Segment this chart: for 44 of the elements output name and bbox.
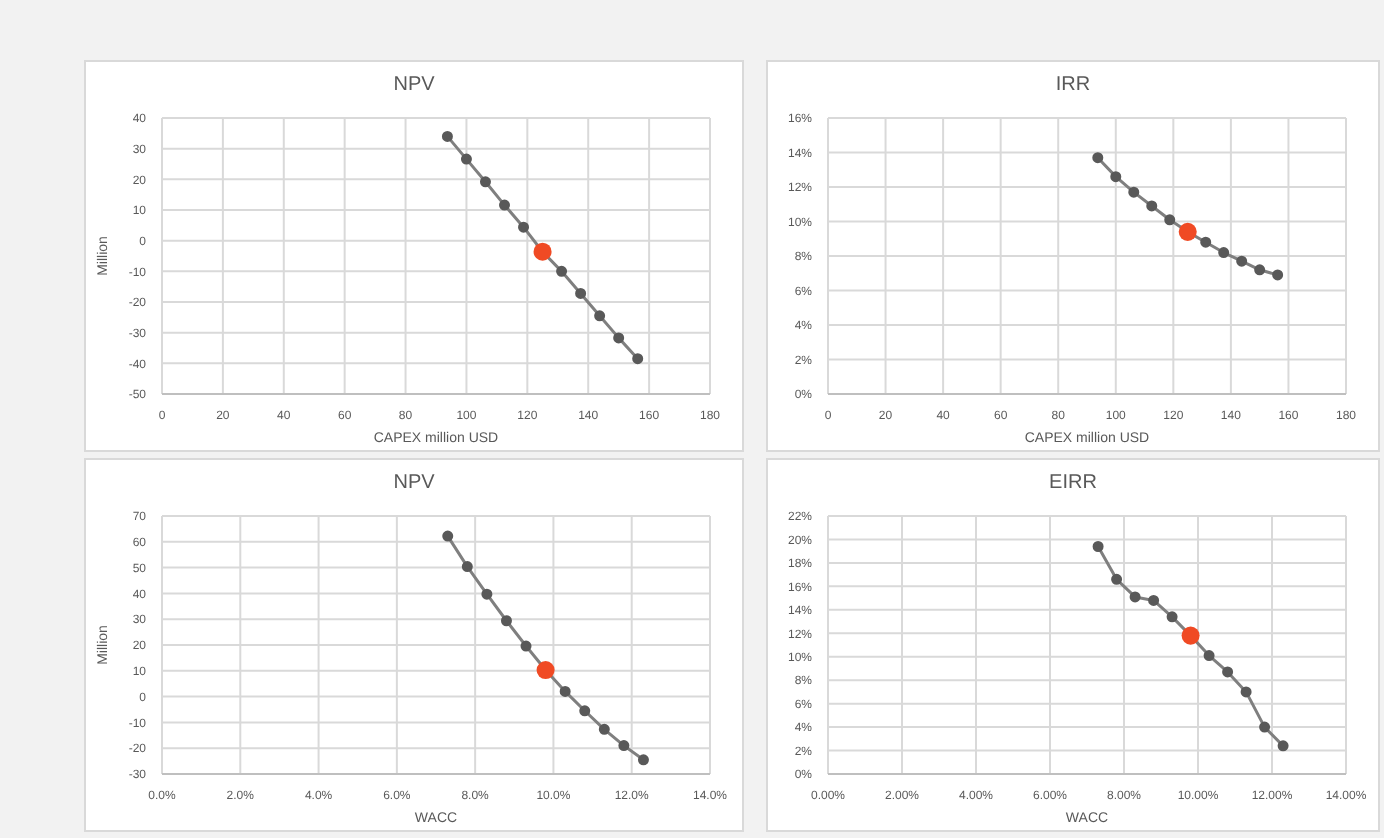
point [613, 332, 625, 344]
point [441, 130, 453, 142]
point [461, 561, 473, 573]
point [442, 530, 454, 542]
point [1146, 200, 1158, 212]
point [499, 199, 510, 211]
chart-title: IRR [1053, 72, 1093, 100]
point [575, 287, 587, 299]
point [632, 353, 644, 365]
point [1092, 540, 1104, 552]
point [1259, 721, 1271, 733]
point [1218, 247, 1230, 259]
point [598, 723, 610, 735]
point [618, 740, 630, 752]
point [460, 153, 472, 165]
point [556, 265, 568, 277]
chart-title: NPV [391, 72, 437, 100]
point [637, 754, 649, 766]
point [1240, 686, 1252, 698]
point [500, 615, 512, 627]
point [559, 685, 571, 697]
point [1277, 740, 1289, 752]
point [1111, 573, 1123, 585]
point [1164, 214, 1176, 226]
point [1092, 152, 1104, 164]
chart-title: NPV [391, 470, 437, 498]
point [479, 176, 491, 188]
point [579, 705, 591, 717]
point [518, 221, 530, 233]
point [1128, 186, 1140, 198]
point [481, 588, 493, 600]
point [1203, 650, 1215, 662]
point [1222, 666, 1234, 678]
point [1200, 236, 1212, 248]
point [1110, 171, 1122, 183]
point [1272, 269, 1284, 281]
point [520, 640, 532, 652]
point [1236, 255, 1248, 267]
point [1166, 611, 1178, 623]
point [594, 310, 606, 322]
point [1129, 591, 1141, 603]
chart-title: EIRR [1047, 470, 1099, 498]
point [1254, 264, 1266, 276]
point [1148, 594, 1160, 606]
